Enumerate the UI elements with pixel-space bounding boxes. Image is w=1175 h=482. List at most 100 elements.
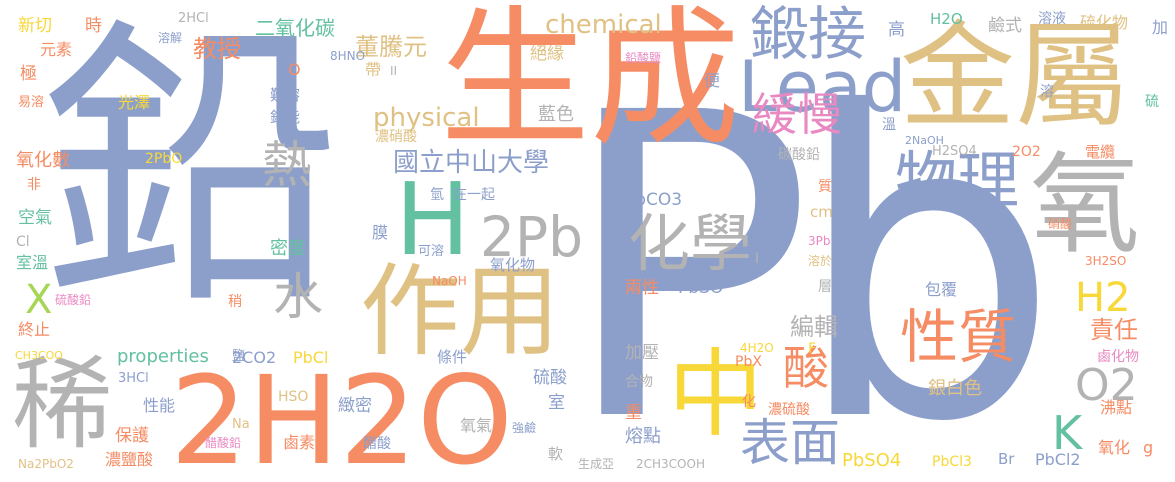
word: 元素 bbox=[40, 40, 73, 59]
word: Br bbox=[998, 450, 1015, 468]
word: 條件 bbox=[437, 348, 468, 366]
word: S bbox=[312, 134, 321, 150]
word: Na bbox=[232, 417, 250, 432]
word: PbCl2 bbox=[1035, 450, 1081, 469]
word: PbSO4 bbox=[842, 450, 902, 471]
word: 沸點 bbox=[1100, 398, 1133, 417]
word: Cl bbox=[16, 234, 30, 250]
word: 3HCl bbox=[118, 371, 149, 386]
word: 鉛能 bbox=[270, 108, 301, 126]
word: 表面 bbox=[740, 414, 840, 472]
word: 鍛接 bbox=[750, 0, 867, 68]
word: 作用 bbox=[360, 253, 560, 370]
word: 硫 bbox=[1145, 94, 1159, 110]
word: 生成亞 bbox=[578, 457, 615, 471]
word: 3H2SO bbox=[1085, 254, 1127, 268]
word: 2PbO bbox=[145, 151, 183, 167]
word: 生成 bbox=[440, 0, 741, 167]
word: 2HCl bbox=[178, 11, 209, 26]
word: PbX bbox=[735, 354, 762, 370]
word: 室溫 bbox=[16, 253, 49, 272]
word: 氧化 bbox=[1098, 438, 1131, 457]
word: 便 bbox=[704, 71, 721, 90]
word: 包覆 bbox=[925, 280, 958, 299]
word: 氧化物 bbox=[490, 256, 536, 274]
word: 鹵化物 bbox=[1097, 349, 1139, 365]
word: K bbox=[1052, 406, 1083, 460]
word: CH3COO bbox=[15, 349, 63, 362]
word: 溫 bbox=[882, 117, 896, 133]
word: 加 bbox=[1152, 18, 1169, 37]
word: 保護 bbox=[115, 426, 149, 446]
word: chemical bbox=[545, 10, 662, 40]
word: 緩慢 bbox=[752, 88, 843, 141]
word: H2SO4 bbox=[932, 144, 977, 159]
word: 氧化數 bbox=[16, 150, 70, 171]
word: O2 bbox=[1075, 360, 1138, 411]
word: 硫化物 bbox=[1080, 13, 1129, 32]
word: 鹼式 bbox=[988, 16, 1022, 36]
word: 4H2O bbox=[740, 341, 774, 355]
word: 高 bbox=[888, 20, 905, 40]
word: 合物 bbox=[625, 374, 653, 390]
word: 2NaOH bbox=[905, 134, 944, 147]
word: 3Pb bbox=[808, 234, 831, 248]
word: 質 bbox=[818, 179, 832, 195]
word: 溶液 bbox=[1038, 11, 1066, 27]
word: 終止 bbox=[18, 320, 51, 339]
word: 鹽 bbox=[232, 349, 246, 364]
word: Na2PbO2 bbox=[18, 457, 74, 471]
word: 藍色 bbox=[538, 104, 574, 125]
word: 金屬 bbox=[900, 10, 1131, 144]
word: PbSO bbox=[678, 278, 724, 298]
word: 二氧化碳 bbox=[255, 16, 335, 40]
word: 空氣 bbox=[18, 208, 52, 228]
word: 溶於 bbox=[808, 254, 833, 268]
word: 加壓 bbox=[625, 343, 659, 363]
word: PbCl bbox=[293, 348, 329, 367]
word: NaOH bbox=[432, 274, 467, 288]
word: I bbox=[755, 251, 760, 267]
word: 非 bbox=[27, 177, 41, 193]
word: 難溶 bbox=[270, 86, 301, 104]
word: Lead bbox=[738, 46, 907, 128]
word: physical bbox=[373, 103, 480, 133]
word: 重 bbox=[625, 403, 642, 423]
word: 鹵素 bbox=[283, 433, 316, 452]
word: 硝酸 bbox=[1048, 217, 1073, 231]
word: cm bbox=[810, 203, 833, 221]
word: 熱 bbox=[262, 136, 312, 194]
word: 氧氣 bbox=[460, 416, 493, 435]
word: 新切 bbox=[18, 16, 52, 36]
word: 8HNO bbox=[330, 49, 366, 63]
word: II bbox=[390, 64, 398, 78]
word: 酸 bbox=[783, 341, 829, 395]
word: 稀 bbox=[12, 346, 112, 463]
word: 光澤 bbox=[118, 93, 151, 112]
word: H2O bbox=[930, 10, 963, 28]
word: 教授 bbox=[193, 35, 241, 63]
word: 絕緣 bbox=[530, 44, 564, 64]
word: 2O2 bbox=[1012, 144, 1041, 160]
word: 2CH3COOH bbox=[636, 457, 705, 471]
word: 密度 bbox=[270, 238, 306, 259]
word: 2CO2 bbox=[232, 348, 277, 367]
word: 鉛 bbox=[40, 0, 340, 344]
word: 熔點 bbox=[625, 426, 661, 447]
word: 稍 bbox=[228, 294, 242, 310]
word: 2H2O bbox=[170, 350, 514, 482]
word: 緻密 bbox=[338, 396, 372, 416]
word: 性質 bbox=[900, 303, 1017, 371]
word: 強鹼 bbox=[512, 421, 537, 435]
word: H bbox=[395, 161, 471, 278]
word: 董騰元 bbox=[355, 33, 427, 61]
word: properties bbox=[117, 346, 209, 367]
word: 濃鹽酸 bbox=[105, 450, 154, 469]
word: PbCl3 bbox=[932, 454, 972, 470]
word: 易溶 bbox=[18, 95, 45, 110]
word: 醋酸 bbox=[363, 436, 391, 452]
word: 室 bbox=[548, 393, 565, 413]
word: 時 bbox=[85, 16, 102, 36]
word: g bbox=[1143, 438, 1154, 457]
